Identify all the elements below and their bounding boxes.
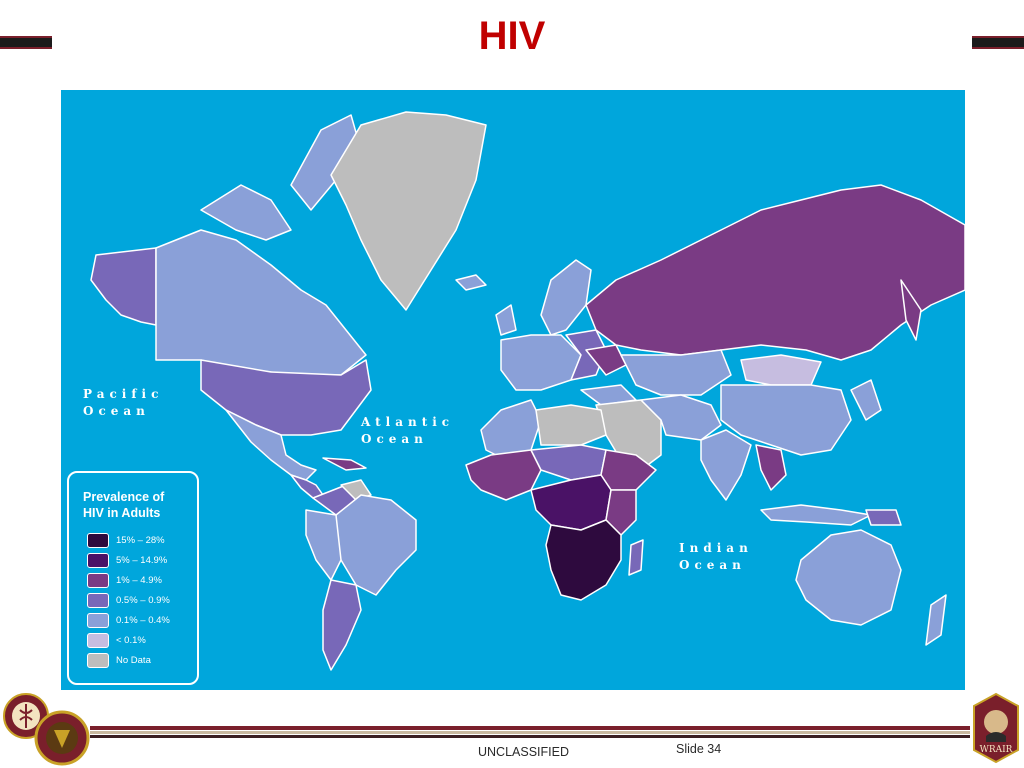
central-africa [530, 474, 612, 531]
southern-africa [545, 519, 622, 601]
indian-ocean-label: Indian Ocean [679, 540, 753, 574]
wrair-text: WRAIR [980, 745, 1013, 755]
map-svg [90, 111, 965, 671]
legend-item: No Data [87, 652, 151, 668]
russia [585, 184, 965, 361]
mongolia [740, 354, 822, 386]
indian-label-line1: Indian [679, 541, 753, 555]
title-bar-left [0, 36, 52, 49]
legend-title: Prevalence of HIV in Adults [83, 489, 164, 521]
pacific-ocean-label: Pacific Ocean [83, 386, 163, 420]
legend-item: < 0.1% [87, 632, 146, 648]
legend-item: 15% – 28% [87, 532, 165, 548]
legend-item: 0.1% – 0.4% [87, 612, 170, 628]
legend-swatch [87, 612, 109, 628]
classification-marking: UNCLASSIFIED [478, 745, 569, 759]
legend-label: < 0.1% [116, 634, 146, 646]
army-medical-seal-icon [3, 693, 90, 766]
canadian-arctic [200, 184, 292, 241]
footer-rule-top [90, 726, 970, 730]
legend-label: 1% – 4.9% [116, 574, 162, 586]
slide-number: Slide 34 [676, 742, 722, 756]
legend-swatch [87, 532, 109, 548]
iceland [455, 274, 487, 291]
mexico [225, 409, 317, 481]
legend-swatch [87, 632, 109, 648]
pacific-label-line1: Pacific [83, 387, 164, 401]
legend-label: 0.1% – 0.4% [116, 614, 170, 626]
legend-item: 5% – 14.9% [87, 552, 168, 568]
iran-afghanistan [640, 394, 722, 441]
atlantic-ocean-label: Atlantic Ocean [361, 414, 454, 448]
libya-egypt [535, 404, 607, 446]
indonesia [760, 504, 872, 526]
papua [865, 509, 902, 526]
new-zealand [925, 594, 947, 646]
north-africa-west [480, 399, 542, 461]
uk-ireland [495, 304, 517, 336]
legend-swatch [87, 552, 109, 568]
kazakhstan [620, 349, 732, 396]
canada [155, 229, 367, 376]
legend-label: 5% – 14.9% [116, 554, 168, 566]
legend-label: 15% – 28% [116, 534, 165, 546]
east-africa [605, 489, 637, 536]
legend-item: 0.5% – 0.9% [87, 592, 170, 608]
caribbean [322, 457, 367, 471]
alaska [90, 247, 157, 326]
indian-label-line2: Ocean [679, 558, 746, 572]
legend-label: 0.5% – 0.9% [116, 594, 170, 606]
footer-rule-middle [90, 731, 970, 734]
legend-swatch [87, 572, 109, 588]
australia [795, 529, 902, 626]
korea-japan [850, 379, 882, 421]
legend-label: No Data [116, 654, 151, 666]
southeast-asia [755, 444, 787, 491]
world-map: Pacific Ocean Atlantic Ocean Indian Ocea… [61, 90, 965, 690]
india [700, 429, 752, 501]
sahel [530, 444, 607, 481]
scandinavia [540, 259, 592, 336]
peru-bolivia [305, 509, 342, 581]
china [720, 384, 852, 456]
legend-swatch [87, 652, 109, 668]
legend-title-line2: HIV in Adults [83, 506, 161, 520]
west-africa [465, 449, 542, 501]
western-europe [500, 334, 582, 391]
legend-swatch [87, 592, 109, 608]
pacific-label-line2: Ocean [83, 404, 150, 418]
footer-rule-bottom [90, 735, 970, 738]
legend-item: 1% – 4.9% [87, 572, 162, 588]
title-bar-right [972, 36, 1024, 49]
map-legend: Prevalence of HIV in Adults 15% – 28% 5%… [67, 471, 199, 685]
kamchatka [900, 279, 922, 341]
atlantic-label-line1: Atlantic [361, 415, 455, 429]
atlantic-label-line2: Ocean [361, 432, 428, 446]
madagascar [628, 539, 644, 576]
greenland [330, 111, 487, 311]
legend-title-line1: Prevalence of [83, 490, 165, 504]
brazil [330, 494, 417, 596]
argentina-chile [322, 579, 362, 671]
slide-title: HIV [478, 14, 546, 58]
wrair-seal-icon: WRAIR [973, 692, 1019, 764]
